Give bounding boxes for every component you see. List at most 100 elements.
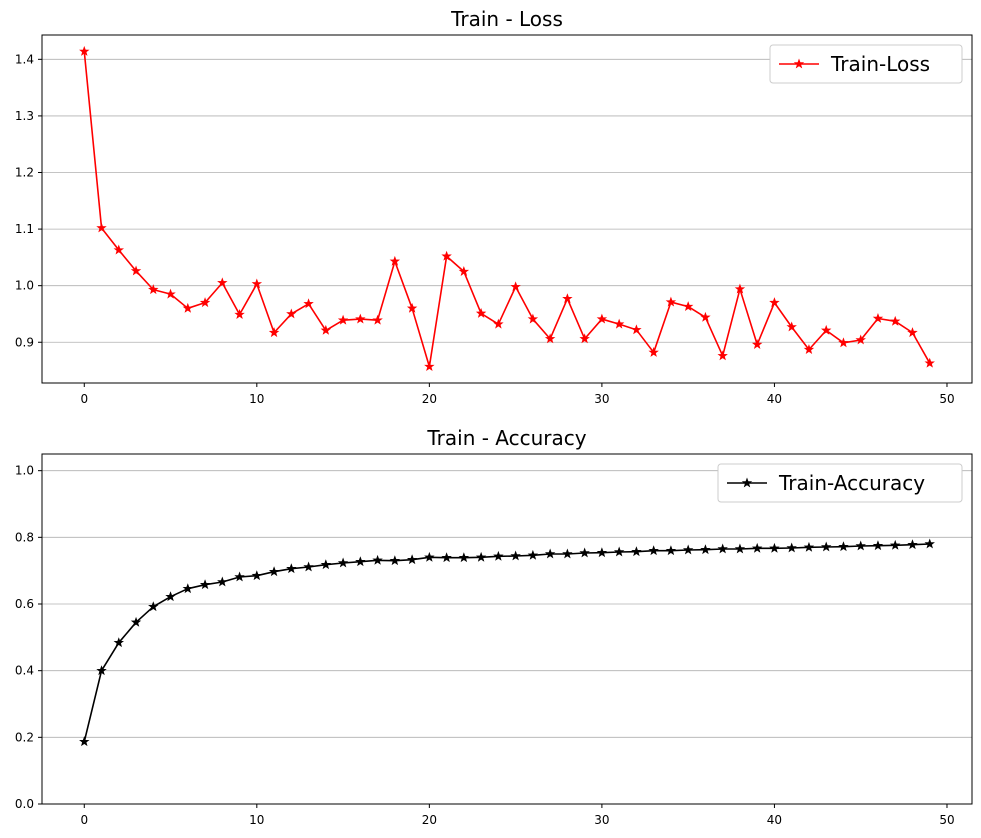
loss-data-point bbox=[199, 297, 211, 308]
loss-data-point bbox=[424, 361, 435, 372]
loss-data-point bbox=[148, 284, 159, 295]
accuracy-data-point bbox=[596, 547, 608, 558]
loss-data-point bbox=[820, 324, 832, 335]
loss-data-point bbox=[96, 222, 107, 233]
loss-data-point bbox=[441, 250, 452, 261]
loss-ytick-label: 1.0 bbox=[15, 279, 34, 293]
accuracy-data-point bbox=[890, 539, 901, 550]
accuracy-data-point bbox=[665, 545, 677, 556]
accuracy-legend: Train-Accuracy bbox=[717, 463, 963, 503]
accuracy-data-point bbox=[907, 539, 918, 550]
loss-data-point bbox=[907, 327, 918, 338]
loss-data-point bbox=[769, 297, 780, 308]
loss-data-point bbox=[286, 308, 297, 319]
loss-data-point bbox=[544, 333, 556, 344]
accuracy-legend-box bbox=[717, 463, 963, 503]
accuracy-data-point bbox=[182, 583, 194, 594]
accuracy-data-point bbox=[579, 547, 590, 558]
accuracy-data-point bbox=[717, 543, 728, 554]
accuracy-data-point bbox=[475, 551, 487, 562]
accuracy-data-point bbox=[544, 548, 556, 559]
loss-ytick-label: 1.2 bbox=[15, 166, 34, 180]
loss-data-point bbox=[613, 318, 625, 329]
loss-data-point bbox=[79, 45, 90, 56]
accuracy-data-point bbox=[79, 736, 90, 747]
accuracy-xtick-label: 20 bbox=[422, 813, 437, 827]
loss-data-point bbox=[406, 302, 418, 313]
loss-data-point bbox=[251, 278, 263, 289]
accuracy-data-point bbox=[613, 546, 625, 557]
loss-data-point bbox=[493, 318, 504, 329]
accuracy-ytick-label: 0.4 bbox=[15, 664, 34, 678]
accuracy-data-point bbox=[682, 544, 694, 555]
loss-data-point bbox=[268, 327, 280, 338]
accuracy-data-point bbox=[251, 570, 263, 581]
loss-data-point bbox=[458, 266, 470, 276]
loss-legend: Train-Loss bbox=[769, 44, 963, 84]
accuracy-xtick-label: 10 bbox=[249, 813, 264, 827]
loss-data-point bbox=[596, 313, 608, 324]
loss-data-point bbox=[389, 255, 401, 266]
loss-chart: 0.9 1.0 1.1 1.2 1.3 1.4 0 10 20 30 40 50 Train - Los… bbox=[15, 7, 973, 406]
loss-axes-frame bbox=[41, 34, 973, 384]
accuracy-axes-frame bbox=[41, 453, 973, 805]
accuracy-ytick-label: 0.0 bbox=[15, 797, 34, 811]
accuracy-data-point bbox=[734, 543, 746, 554]
loss-data-point bbox=[475, 307, 487, 318]
loss-ytick-label: 1.4 bbox=[15, 52, 34, 66]
loss-data-point bbox=[665, 296, 677, 307]
loss-ytick-label: 0.9 bbox=[15, 335, 34, 349]
accuracy-data-point bbox=[855, 540, 866, 551]
loss-xtick-label: 0 bbox=[80, 392, 88, 406]
loss-data-point bbox=[562, 293, 573, 304]
accuracy-data-point bbox=[648, 545, 659, 556]
accuracy-data-point bbox=[458, 552, 470, 563]
loss-data-point bbox=[890, 315, 901, 326]
loss-legend-marker bbox=[793, 58, 805, 69]
accuracy-xtick-label: 50 bbox=[939, 813, 954, 827]
loss-ytick-label: 1.3 bbox=[15, 109, 34, 123]
accuracy-ytick-label: 1.0 bbox=[15, 464, 34, 478]
loss-legend-box bbox=[769, 44, 963, 84]
accuracy-chart: 0.0 0.2 0.4 0.6 0.8 1.0 0 10 20 30 40 50 Train - Acc… bbox=[15, 426, 973, 827]
accuracy-data-point bbox=[199, 579, 211, 590]
accuracy-data-point bbox=[406, 554, 418, 565]
accuracy-data-point bbox=[286, 563, 297, 574]
accuracy-data-point bbox=[303, 561, 314, 572]
loss-data-point bbox=[700, 311, 711, 322]
loss-series-line bbox=[83, 51, 931, 368]
loss-data-point bbox=[217, 277, 228, 288]
loss-data-point bbox=[682, 301, 694, 312]
accuracy-data-point bbox=[493, 550, 504, 561]
accuracy-data-point bbox=[803, 541, 815, 552]
loss-ytick-label: 1.1 bbox=[15, 222, 34, 236]
loss-data-point bbox=[355, 313, 366, 324]
accuracy-series-line bbox=[83, 543, 930, 742]
accuracy-data-point bbox=[268, 566, 280, 577]
loss-xtick-label: 30 bbox=[594, 392, 609, 406]
loss-xtick-label: 20 bbox=[422, 392, 437, 406]
loss-data-point bbox=[803, 344, 815, 355]
accuracy-chart-title: Train - Accuracy bbox=[426, 426, 586, 450]
accuracy-data-point bbox=[148, 601, 159, 612]
accuracy-data-point bbox=[924, 538, 935, 549]
accuracy-data-point bbox=[389, 555, 401, 566]
loss-xtick-label: 40 bbox=[767, 392, 782, 406]
accuracy-data-point bbox=[527, 549, 539, 560]
accuracy-xtick-label: 0 bbox=[80, 813, 88, 827]
accuracy-data-point bbox=[820, 541, 832, 552]
accuracy-ytick-label: 0.2 bbox=[15, 730, 34, 744]
accuracy-data-point bbox=[510, 550, 521, 561]
accuracy-data-point bbox=[562, 548, 573, 559]
loss-legend-label: Train-Loss bbox=[830, 52, 930, 76]
loss-xtick-label: 50 bbox=[939, 392, 954, 406]
loss-data-point bbox=[510, 281, 521, 292]
accuracy-data-point bbox=[113, 637, 124, 648]
accuracy-data-point bbox=[786, 542, 797, 553]
accuracy-data-point bbox=[320, 559, 332, 570]
loss-data-point bbox=[786, 321, 797, 332]
loss-data-point bbox=[838, 337, 849, 348]
accuracy-data-point bbox=[872, 540, 884, 551]
accuracy-legend-label: Train-Accuracy bbox=[778, 471, 925, 495]
